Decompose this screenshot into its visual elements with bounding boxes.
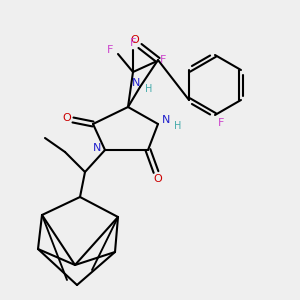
Text: N: N: [132, 78, 140, 88]
Text: F: F: [107, 45, 113, 55]
Text: F: F: [218, 118, 224, 128]
Text: N: N: [162, 115, 170, 125]
Text: O: O: [130, 35, 140, 45]
Text: F: F: [130, 38, 136, 48]
Text: H: H: [174, 121, 182, 131]
Text: H: H: [145, 84, 153, 94]
Text: F: F: [160, 55, 166, 65]
Text: O: O: [154, 174, 162, 184]
Text: N: N: [93, 143, 101, 153]
Text: O: O: [63, 113, 71, 123]
